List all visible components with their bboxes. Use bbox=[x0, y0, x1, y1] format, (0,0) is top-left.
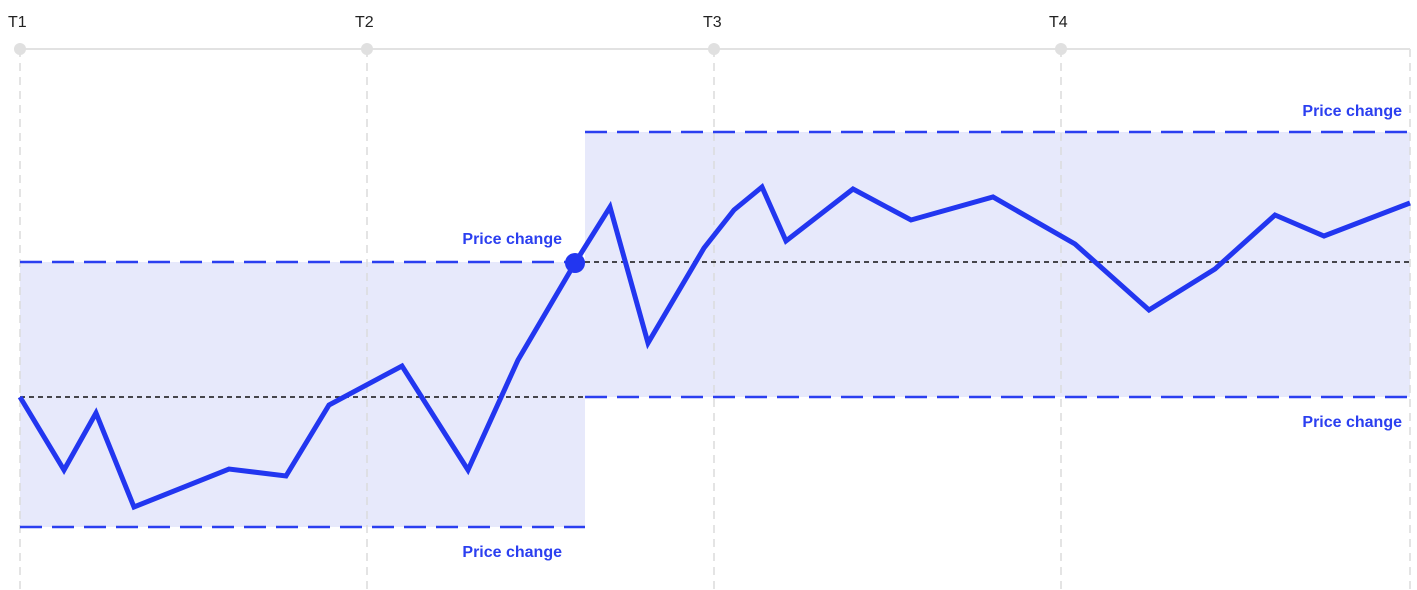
band-label: Price change bbox=[1302, 103, 1402, 120]
band-bounds bbox=[20, 130, 1410, 529]
band bbox=[20, 262, 585, 527]
time-label: T2 bbox=[355, 14, 374, 31]
time-label: T3 bbox=[703, 14, 722, 31]
band-label: Price change bbox=[462, 544, 562, 561]
price-line bbox=[17, 182, 1411, 511]
band-label: Price change bbox=[1302, 414, 1402, 431]
midlines bbox=[20, 261, 1410, 398]
breakout-point bbox=[565, 253, 585, 273]
time-label: T4 bbox=[1049, 14, 1068, 31]
timeline-dots bbox=[14, 43, 1067, 55]
band bbox=[585, 132, 1410, 397]
band-label: Price change bbox=[462, 231, 562, 248]
time-label: T1 bbox=[8, 14, 27, 31]
guides bbox=[19, 49, 1411, 590]
